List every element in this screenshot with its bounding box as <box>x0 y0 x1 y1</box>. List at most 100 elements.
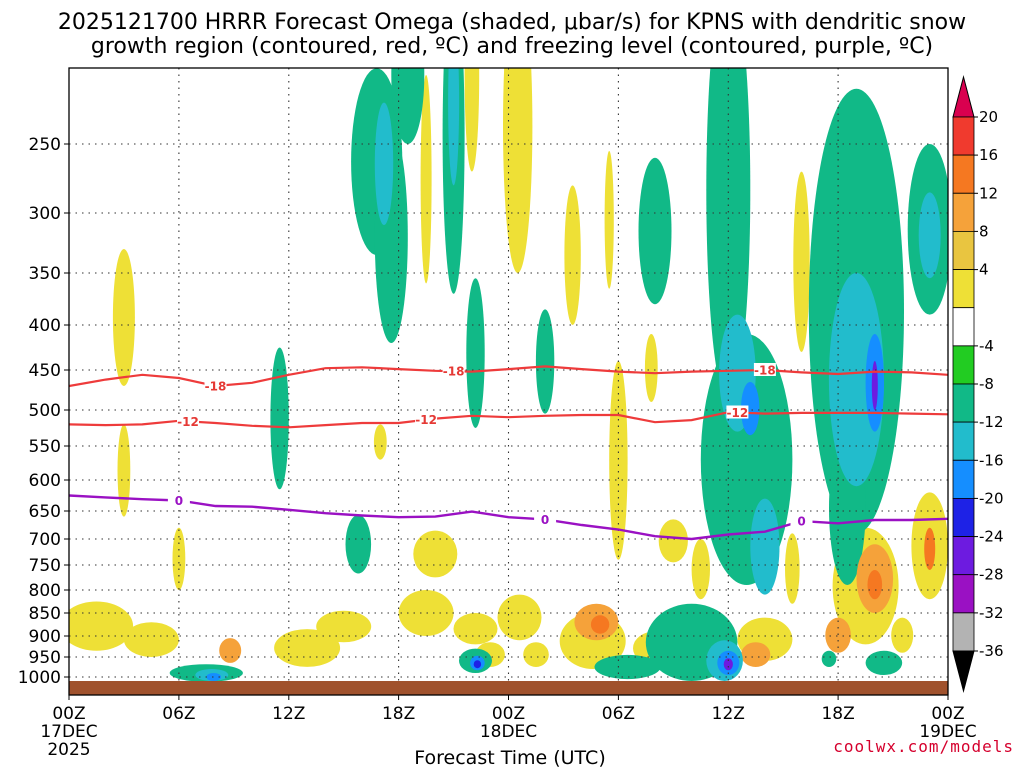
colorbar-label-5: -4 <box>979 337 994 355</box>
plot-area: -18 -18 -18 -12 -12 -12 0 0 0 <box>68 67 949 696</box>
omega-feature-16 <box>523 642 549 667</box>
colorbar-label-7: -12 <box>979 413 1004 431</box>
x-tick-date-8: 19DEC <box>919 722 976 742</box>
omega-feature-20 <box>604 150 614 289</box>
colorbar-segment-1 <box>952 154 975 194</box>
x-tick-label-8: 00Z <box>931 704 964 724</box>
isotherm-label--18-c-bg <box>753 363 776 376</box>
colorbar-segment-9 <box>952 459 975 499</box>
omega-feature-42 <box>535 309 555 414</box>
omega-feature-0 <box>112 249 135 386</box>
y-tick-label-600: 600 <box>29 471 61 491</box>
isotherm-label--18-a-bg <box>204 379 227 392</box>
x-tick-label-5: 06Z <box>602 704 635 724</box>
isotherm-label--18-b: -18 <box>443 365 465 379</box>
freezing-level-label-a-bg <box>167 493 190 507</box>
omega-feature-64 <box>828 273 884 487</box>
credit-text: coolwx.com/models <box>833 737 1014 756</box>
y-tick-label-250: 250 <box>29 135 61 155</box>
y-tick-label-350: 350 <box>29 264 61 284</box>
omega-feature-2 <box>69 601 134 651</box>
omega-feature-62 <box>750 498 780 595</box>
x-tick-year-0: 2025 <box>47 740 90 760</box>
omega-feature-70 <box>741 382 760 436</box>
omega-feature-31 <box>891 617 914 653</box>
isotherm-label--18-b-bg <box>442 364 465 378</box>
y-tick-label-800: 800 <box>29 581 61 601</box>
isotherm-label--18-a: -18 <box>205 380 227 394</box>
colorbar-label-13: -36 <box>979 642 1004 660</box>
omega-feature-11 <box>464 68 480 172</box>
omega-feature-10 <box>413 530 458 578</box>
colorbar-segment-0 <box>952 116 975 156</box>
x-tick-date-4: 18DEC <box>480 722 537 742</box>
colorbar-segment-3 <box>952 230 975 270</box>
omega-feature-1 <box>117 424 131 517</box>
freezing-level-label-b-bg <box>534 512 557 526</box>
freezing-level-label-b: 0 <box>541 513 549 527</box>
y-axis: 250 300 350 400 450 500 550 600 650 700 750 800 850 9… <box>18 135 69 688</box>
ground-surface-band <box>69 681 948 695</box>
isotherm-label--18-c: -18 <box>754 364 776 378</box>
freezing-level-label-c-bg <box>790 514 813 528</box>
y-tick-label-900: 900 <box>29 627 61 647</box>
omega-feature-67 <box>924 527 936 571</box>
y-tick-label-650: 650 <box>29 502 61 522</box>
colorbar-label-2: 12 <box>979 184 998 202</box>
x-tick-label-6: 12Z <box>712 704 745 724</box>
omega-feature-55 <box>821 650 837 668</box>
omega-feature-17 <box>564 185 581 325</box>
contour-layer: -18 -18 -18 -12 -12 -12 0 0 0 <box>69 363 948 541</box>
omega-feature-15 <box>497 594 542 641</box>
omega-feature-75 <box>871 361 878 410</box>
x-tick-label-3: 18Z <box>382 704 415 724</box>
omega-feature-45 <box>594 654 661 680</box>
omega-feature-21 <box>644 334 658 402</box>
colorbar-label-11: -28 <box>979 566 1004 584</box>
colorbar-label-3: 8 <box>979 222 989 240</box>
freezing-level-label-a: 0 <box>175 494 183 508</box>
y-tick-label-400: 400 <box>29 316 61 336</box>
omega-feature-68 <box>206 673 221 681</box>
y-tick-label-450: 450 <box>29 361 61 381</box>
x-tick-label-2: 12Z <box>272 704 305 724</box>
omega-feature-27 <box>785 533 800 604</box>
omega-feature-58 <box>374 102 394 225</box>
y-tick-label-750: 750 <box>29 556 61 576</box>
colorbar-label-1: 16 <box>979 146 998 164</box>
colorbar-segment-10 <box>952 497 975 537</box>
colorbar-label-4: 4 <box>979 261 989 279</box>
y-tick-label-500: 500 <box>29 401 61 421</box>
isotherm-label--12-b: -12 <box>415 413 437 427</box>
chart-title-line-1: 2025121700 HRRR Forecast Omega (shaded, … <box>58 10 966 35</box>
freezing-level-label-c: 0 <box>797 515 805 529</box>
omega-feature-54 <box>825 617 851 653</box>
y-tick-label-950: 950 <box>29 648 61 668</box>
y-tick-label-850: 850 <box>29 604 61 624</box>
isotherm-label--12-c: -12 <box>727 406 749 420</box>
omega-feature-19 <box>609 361 628 560</box>
colorbar-label-12: -32 <box>979 604 1004 622</box>
omega-feature-65 <box>918 192 941 279</box>
colorbar-segment-11 <box>952 536 975 576</box>
x-tick-label-1: 06Z <box>162 704 195 724</box>
x-axis-title: Forecast Time (UTC) <box>414 747 605 768</box>
omega-feature-6 <box>316 610 372 643</box>
colorbar: 20 16 12 8 4 -4 -8 -12 -16 -20 -24 -28 -32 -36 <box>952 75 1004 693</box>
omega-feature-14 <box>503 68 533 273</box>
colorbar-top-arrow <box>952 75 975 118</box>
omega-feature-23 <box>691 539 710 600</box>
omega-feature-73 <box>473 660 482 669</box>
isotherm-label--12-a-bg <box>177 414 199 428</box>
omega-feature-40 <box>466 278 485 428</box>
colorbar-label-0: 20 <box>979 108 998 126</box>
y-tick-label-300: 300 <box>29 204 61 224</box>
colorbar-label-9: -20 <box>979 489 1004 507</box>
colorbar-segment-2 <box>952 192 975 232</box>
colorbar-segment-12 <box>952 574 975 614</box>
omega-feature-44 <box>638 157 672 305</box>
omega-feature-59 <box>448 68 460 186</box>
omega-feature-74 <box>723 658 733 671</box>
colorbar-label-6: -8 <box>979 375 994 393</box>
